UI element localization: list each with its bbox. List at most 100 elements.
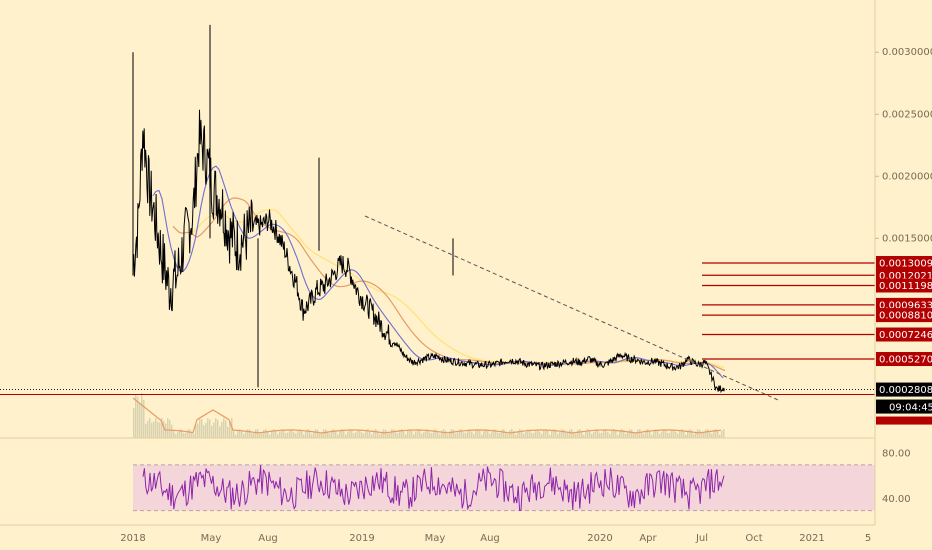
- volume-bar: [367, 429, 369, 438]
- volume-bar: [321, 432, 323, 438]
- volume-bar: [253, 432, 255, 438]
- volume-bar: [681, 429, 683, 438]
- volume-bar: [617, 434, 619, 438]
- volume-bar: [215, 418, 217, 438]
- volume-bar: [563, 429, 565, 438]
- volume-bar: [171, 424, 173, 438]
- volume-bar: [245, 431, 247, 438]
- volume-bar: [449, 431, 451, 438]
- volume-bar: [571, 429, 573, 438]
- volume-bar: [391, 429, 393, 438]
- volume-bar: [401, 429, 403, 438]
- resistance-label: 0.00052706: [879, 355, 932, 366]
- volume-bar: [517, 431, 519, 438]
- volume-bar: [243, 434, 245, 438]
- volume-bar: [445, 430, 447, 438]
- volume-bar: [549, 434, 551, 438]
- volume-bar: [357, 429, 359, 438]
- ma-slow-line: [192, 208, 725, 369]
- volume-bar: [665, 429, 667, 438]
- volume-bar: [347, 431, 349, 438]
- time-tick-label: 5: [865, 533, 871, 544]
- volume-bar: [267, 431, 269, 438]
- volume-bar: [693, 434, 695, 438]
- volume-bar: [671, 429, 673, 438]
- volume-bar: [593, 431, 595, 438]
- volume-bar: [539, 431, 541, 438]
- volume-bar: [573, 431, 575, 438]
- volume-bar: [609, 433, 611, 438]
- volume-bar: [553, 429, 555, 438]
- volume-bar: [699, 429, 701, 438]
- volume-bar: [283, 429, 285, 438]
- volume-bar: [311, 434, 313, 438]
- volume-bar: [409, 429, 411, 438]
- rsi-line: [142, 465, 725, 511]
- volume-bar: [423, 432, 425, 438]
- volume-bar: [611, 430, 613, 438]
- volume-bar: [477, 429, 479, 438]
- volume-bar: [241, 430, 243, 438]
- volume-bar: [407, 430, 409, 438]
- volume-bar: [575, 433, 577, 438]
- resistance-label: 0.00072464: [879, 330, 932, 341]
- volume-bar: [639, 429, 641, 438]
- volume-bar: [285, 433, 287, 438]
- countdown-label: 09:04:45: [889, 403, 932, 414]
- volume-bar: [689, 429, 691, 438]
- volume-bar: [525, 431, 527, 438]
- volume-bar: [133, 408, 135, 438]
- volume-bar: [377, 430, 379, 438]
- volume-bar: [297, 429, 299, 438]
- volume-bar: [597, 429, 599, 438]
- volume-bar: [219, 426, 221, 438]
- price-tick-label: 0.00300000: [882, 47, 932, 58]
- volume-bar: [141, 393, 143, 438]
- resistance-label: 0.00130091: [879, 259, 932, 270]
- volume-bar: [427, 429, 429, 438]
- volume-bar: [149, 418, 151, 438]
- volume-bar: [343, 430, 345, 438]
- volume-bar: [463, 432, 465, 438]
- volume-bar: [201, 419, 203, 438]
- time-tick-label: Aug: [480, 533, 500, 544]
- volume-bar: [519, 429, 521, 438]
- volume-bar: [211, 425, 213, 438]
- volume-bar: [425, 429, 427, 438]
- volume-bar: [153, 421, 155, 438]
- rsi-panel: 80.00 40.00: [133, 448, 911, 512]
- volume-bar: [605, 429, 607, 438]
- volume-bar: [251, 433, 253, 438]
- volume-bar: [533, 432, 535, 438]
- time-tick-label: May: [425, 533, 446, 544]
- volume-bar: [147, 420, 149, 438]
- time-tick-label: 2018: [120, 533, 145, 544]
- volume-bar: [271, 430, 273, 438]
- volume-bar: [261, 433, 263, 438]
- volume-bar: [615, 430, 617, 438]
- rsi-tick-label: 80.00: [882, 448, 911, 459]
- volume-bar: [687, 430, 689, 438]
- volume-bar: [491, 432, 493, 438]
- volume-bar: [631, 429, 633, 438]
- resistance-label: 0.00088106: [879, 311, 932, 322]
- volume-bar: [291, 429, 293, 438]
- volume-bar: [421, 433, 423, 438]
- volume-bar: [437, 431, 439, 438]
- volume-bar: [705, 429, 707, 438]
- volume-bar: [589, 430, 591, 438]
- volume-bar: [303, 434, 305, 438]
- volume-bar: [603, 429, 605, 438]
- resistance-label-bg: [876, 327, 932, 342]
- volume-bar: [179, 429, 181, 438]
- volume-bar: [339, 430, 341, 438]
- volume-bar: [199, 418, 201, 438]
- volume-bar: [439, 434, 441, 438]
- volume-bar: [591, 433, 593, 438]
- volume-bar: [217, 419, 219, 438]
- volume-bar: [599, 432, 601, 438]
- volume-bar: [259, 432, 261, 438]
- resistance-label: 0.00096338: [879, 300, 932, 311]
